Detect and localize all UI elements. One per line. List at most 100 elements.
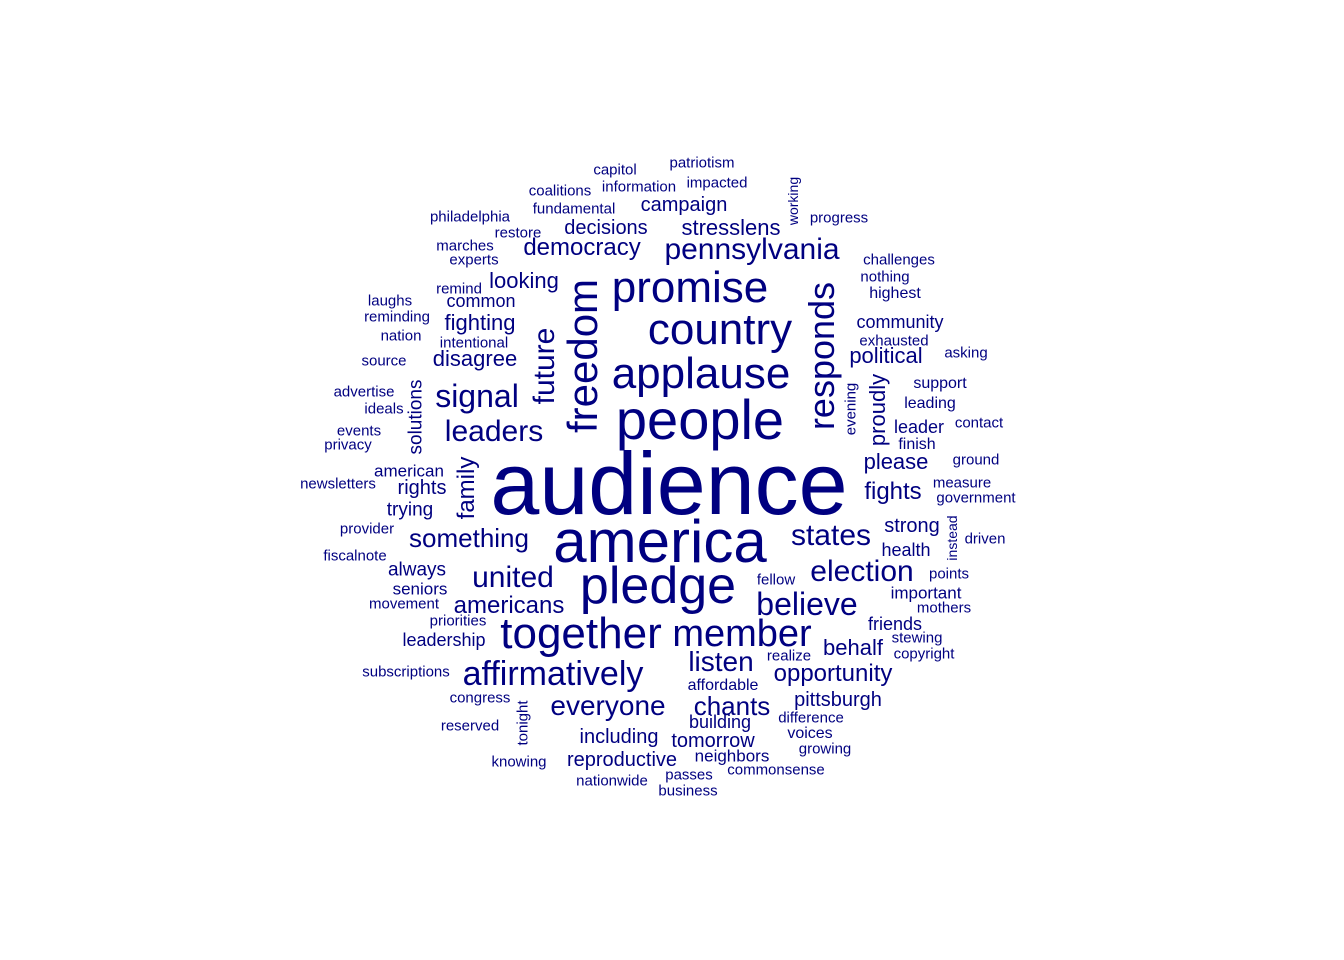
word: fellow	[756, 571, 796, 589]
word: pledge	[579, 557, 737, 615]
word: intentional	[439, 334, 509, 352]
word: democracy	[523, 234, 641, 261]
word: realize	[766, 647, 812, 665]
word: pittsburgh	[794, 689, 882, 711]
word: driven	[964, 530, 1006, 548]
word: looking	[489, 268, 559, 293]
word: believe	[756, 586, 858, 622]
word: working	[785, 176, 801, 226]
word: american	[374, 461, 444, 481]
word: family	[453, 456, 480, 520]
word: responds	[801, 281, 842, 431]
word: leader	[893, 417, 945, 437]
word: patriotism	[669, 154, 735, 172]
word: reproductive	[566, 749, 678, 771]
word: privacy	[324, 436, 372, 454]
word: evening	[842, 382, 860, 436]
word: nationwide	[576, 772, 648, 790]
word: promise	[611, 263, 769, 312]
word: leadership	[402, 630, 486, 650]
word: asking	[944, 344, 988, 362]
word: building	[688, 712, 752, 732]
word: please	[863, 449, 929, 474]
word: highest	[869, 285, 921, 302]
word: ground	[952, 451, 1000, 469]
word: reminding	[364, 308, 430, 326]
word: measure	[932, 474, 992, 492]
word: commonsense	[727, 761, 825, 779]
word: election	[810, 555, 914, 588]
word: tonight	[514, 700, 532, 746]
word: trying	[386, 499, 434, 521]
word: signal	[435, 378, 519, 414]
word: finish	[898, 436, 936, 453]
word: congress	[449, 689, 511, 707]
word: impacted	[686, 174, 748, 192]
word: common	[446, 291, 516, 311]
word: knowing	[491, 753, 547, 771]
word: advertise	[333, 383, 395, 401]
word: growing	[798, 740, 852, 758]
word: tomorrow	[671, 730, 755, 752]
word: opportunity	[773, 660, 893, 687]
word: leaders	[444, 415, 544, 448]
word: passes	[665, 766, 713, 784]
word: together	[500, 609, 662, 658]
word: solutions	[405, 379, 427, 455]
word: nothing	[860, 268, 910, 286]
word: freedom	[559, 278, 606, 434]
word: audience	[490, 434, 848, 533]
word: future	[528, 327, 561, 405]
word: campaign	[640, 194, 728, 216]
word: america	[553, 508, 767, 575]
word: seniors	[392, 579, 448, 599]
word: neighbors	[694, 746, 770, 766]
word: fights	[864, 478, 922, 505]
word: affirmatively	[462, 655, 644, 693]
word: chants	[693, 691, 771, 721]
word: ideals	[364, 400, 404, 418]
word: marches	[436, 237, 494, 255]
word: events	[336, 422, 382, 440]
word: people	[615, 388, 785, 451]
word: health	[881, 540, 931, 560]
word: proudly	[865, 373, 890, 447]
word: behalf	[823, 635, 883, 660]
word: disagree	[432, 346, 518, 371]
word: something	[409, 523, 529, 553]
word: states	[790, 519, 872, 552]
word: political	[849, 343, 923, 368]
word: stewing	[891, 629, 943, 647]
word: movement	[368, 595, 440, 613]
word: decisions	[564, 217, 648, 239]
word: pennsylvania	[664, 233, 840, 266]
word: instead	[944, 515, 960, 561]
word: difference	[778, 709, 844, 727]
word: source	[361, 352, 407, 370]
word: nation	[380, 327, 422, 345]
word: restore	[494, 224, 542, 242]
word: challenges	[863, 251, 935, 269]
word: country	[647, 305, 793, 354]
word: affordable	[687, 677, 759, 694]
word: friends	[867, 614, 923, 634]
word: support	[913, 375, 967, 392]
word: newsletters	[300, 475, 376, 493]
word: everyone	[550, 690, 666, 721]
word: americans	[453, 592, 565, 619]
word: points	[928, 565, 970, 583]
word: mothers	[916, 599, 972, 617]
word: fundamental	[532, 200, 616, 218]
word: provider	[339, 520, 395, 538]
word: business	[658, 782, 718, 800]
word: fighting	[444, 310, 516, 335]
word: information	[601, 178, 677, 196]
word: applause	[611, 349, 791, 398]
word: philadelphia	[429, 208, 511, 226]
word: leading	[904, 395, 956, 412]
word: copyright	[893, 645, 955, 663]
word: experts	[449, 251, 499, 269]
word: stresslens	[681, 215, 781, 240]
word: listen	[688, 646, 754, 677]
